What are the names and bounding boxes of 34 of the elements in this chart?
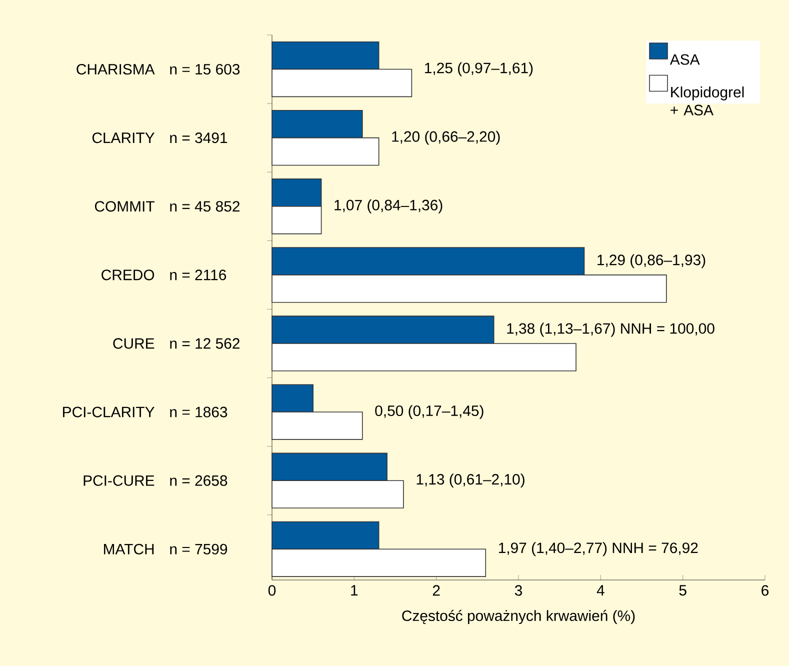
text: n = 15 603 bbox=[170, 64, 240, 75]
annotation: 1,97 (1,40–2,77) NNH = 76,92 bbox=[498, 542, 698, 556]
annotation: 1,07 (0,84–1,36) bbox=[334, 199, 442, 214]
y-tick-label: CREDO bbox=[102, 270, 154, 280]
annotation: 1,29 (0,86–1,93) bbox=[598, 254, 706, 268]
y-tick-label: PCI-CLARITY bbox=[63, 406, 154, 418]
y-tick-label: COMMIT bbox=[94, 201, 154, 212]
legend-label: ASA bbox=[670, 54, 700, 65]
x-tick-label: 2 bbox=[432, 585, 440, 596]
annotation: 1,25 (0,97–1,61) bbox=[425, 62, 533, 76]
x-tick-label: 1 bbox=[351, 585, 358, 596]
y-tick-label: CLARITY bbox=[92, 132, 154, 144]
text: n = 1863 bbox=[170, 406, 228, 418]
x-tick-label: 5 bbox=[679, 585, 686, 596]
x-tick-label: 0 bbox=[268, 585, 276, 596]
text: n = 12 562 bbox=[170, 338, 240, 349]
x-tick-label: 4 bbox=[596, 585, 604, 596]
y-tick-label: CHARISMA bbox=[76, 64, 155, 75]
text: n = 3491 bbox=[170, 132, 228, 144]
text: n = 2658 bbox=[170, 475, 228, 486]
annotation: 1,13 (0,61–2,10) bbox=[416, 474, 524, 488]
legend-label: Klopidogrel + ASA bbox=[670, 86, 744, 116]
y-tick-label: PCI-CURE bbox=[84, 475, 154, 486]
y-tick-label: MATCH bbox=[104, 544, 154, 554]
x-tick-label: 6 bbox=[762, 585, 769, 596]
annotation: 1,38 (1,13–1,67) NNH = 100,00 bbox=[507, 322, 714, 337]
x-axis-title: Częstość poważnych krwawień (%) bbox=[402, 610, 635, 624]
annotation: 1,20 (0,66–2,20) bbox=[392, 130, 500, 145]
text: n = 2116 bbox=[170, 270, 226, 280]
x-tick-label: 3 bbox=[514, 585, 522, 596]
text: n = 7599 bbox=[170, 544, 228, 554]
y-tick-label: CURE bbox=[113, 338, 154, 349]
annotation: 0,50 (0,17–1,45) bbox=[375, 405, 484, 419]
text: n = 45 852 bbox=[170, 201, 240, 212]
